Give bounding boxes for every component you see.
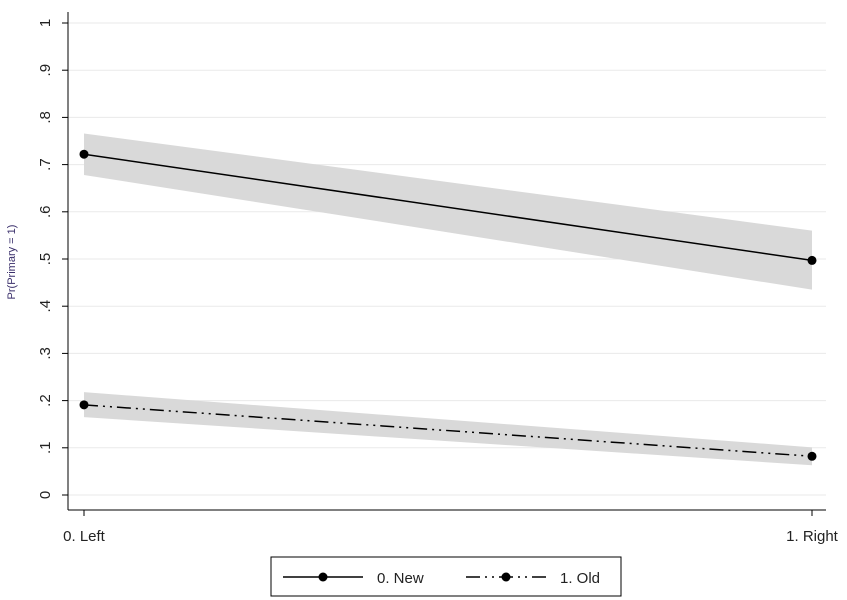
confidence-bands bbox=[84, 133, 812, 466]
x-tick-label: 0. Left bbox=[63, 528, 106, 545]
y-axis-ticks: 0 .1 .2 .3 .4 .5 .6 .7 .8 .9 1 bbox=[37, 19, 68, 499]
data-point bbox=[807, 451, 817, 461]
axes bbox=[67, 12, 826, 511]
data-point bbox=[79, 149, 89, 159]
x-axis-ticks: 0. Left 1. Right bbox=[63, 510, 839, 545]
y-tick-label: .8 bbox=[37, 111, 54, 124]
series-line bbox=[83, 404, 813, 458]
y-axis-title: Pr(Primary = 1) bbox=[6, 225, 18, 300]
legend-marker bbox=[318, 572, 328, 582]
y-tick-label: .7 bbox=[37, 158, 54, 171]
series-points bbox=[79, 149, 817, 461]
y-tick-label: 1 bbox=[37, 19, 54, 27]
y-tick-label: .1 bbox=[37, 442, 54, 455]
legend-label: 0. New bbox=[377, 570, 424, 587]
legend: 0. New 1. Old bbox=[270, 556, 622, 597]
y-tick-label: .4 bbox=[37, 300, 54, 313]
legend-label: 1. Old bbox=[560, 570, 600, 587]
y-tick-label: .5 bbox=[37, 253, 54, 266]
y-tick-label: 0 bbox=[37, 491, 54, 499]
ci-band bbox=[84, 133, 812, 290]
y-tick-label: .3 bbox=[37, 347, 54, 360]
y-tick-label: .6 bbox=[37, 206, 54, 219]
data-point bbox=[79, 400, 89, 410]
legend-marker bbox=[501, 572, 511, 582]
data-point bbox=[807, 255, 817, 265]
y-tick-label: .9 bbox=[37, 64, 54, 77]
ci-band bbox=[84, 392, 812, 466]
series-line bbox=[83, 153, 813, 262]
x-tick-label: 1. Right bbox=[786, 528, 839, 545]
y-tick-label: .2 bbox=[37, 394, 54, 407]
series-lines bbox=[83, 153, 813, 458]
